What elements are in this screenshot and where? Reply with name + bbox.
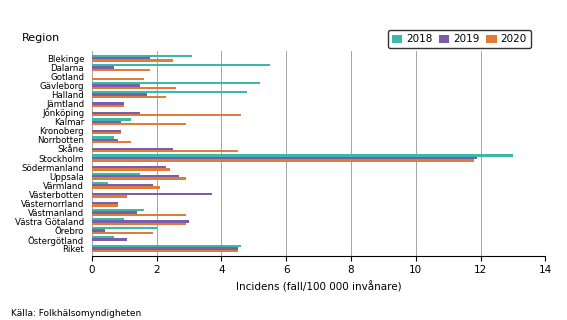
- Bar: [92, 87, 176, 89]
- Bar: [92, 139, 118, 141]
- Bar: [92, 209, 143, 211]
- Bar: [92, 168, 170, 171]
- Bar: [92, 150, 238, 152]
- Bar: [92, 182, 108, 184]
- Bar: [92, 186, 160, 189]
- Bar: [92, 91, 247, 93]
- Text: Källa: Folkhälsomyndigheten: Källa: Folkhälsomyndigheten: [11, 309, 142, 318]
- Bar: [92, 141, 130, 143]
- Bar: [92, 55, 192, 57]
- Bar: [92, 213, 186, 216]
- Bar: [92, 64, 270, 66]
- Bar: [92, 193, 211, 196]
- Bar: [92, 136, 115, 139]
- Bar: [92, 218, 124, 220]
- Bar: [92, 245, 241, 247]
- Bar: [92, 229, 105, 232]
- Text: Region: Region: [22, 33, 60, 43]
- Bar: [92, 111, 141, 114]
- Bar: [92, 102, 124, 105]
- Bar: [92, 223, 186, 225]
- Bar: [92, 211, 137, 213]
- Bar: [92, 172, 141, 175]
- Bar: [92, 123, 186, 125]
- Bar: [92, 175, 179, 177]
- Bar: [92, 130, 121, 132]
- Legend: 2018, 2019, 2020: 2018, 2019, 2020: [387, 30, 531, 48]
- Bar: [92, 96, 166, 98]
- Bar: [92, 118, 130, 121]
- Bar: [92, 114, 241, 116]
- Bar: [92, 66, 115, 68]
- Bar: [92, 238, 128, 241]
- Bar: [92, 202, 118, 204]
- Bar: [92, 250, 238, 252]
- Bar: [92, 132, 121, 134]
- Bar: [92, 60, 173, 62]
- Bar: [92, 227, 156, 229]
- Bar: [92, 220, 189, 223]
- Bar: [92, 196, 128, 198]
- Bar: [92, 236, 115, 238]
- Bar: [92, 159, 474, 162]
- Bar: [92, 68, 150, 71]
- Bar: [92, 105, 124, 107]
- Bar: [92, 82, 260, 84]
- Bar: [92, 93, 147, 96]
- Bar: [92, 247, 238, 250]
- Bar: [92, 84, 141, 87]
- Bar: [92, 157, 477, 159]
- Bar: [92, 204, 118, 207]
- Bar: [92, 148, 173, 150]
- Bar: [92, 232, 153, 234]
- Bar: [92, 78, 143, 80]
- Bar: [92, 121, 121, 123]
- Bar: [92, 177, 186, 180]
- Bar: [92, 166, 166, 168]
- Bar: [92, 57, 150, 60]
- X-axis label: Incidens (fall/100 000 invånare): Incidens (fall/100 000 invånare): [236, 281, 401, 292]
- Bar: [92, 155, 513, 157]
- Bar: [92, 184, 153, 186]
